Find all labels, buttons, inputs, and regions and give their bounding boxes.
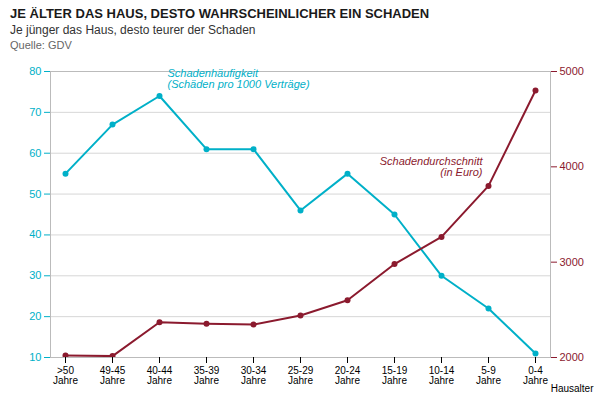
- svg-text:>50Jahre: >50Jahre: [53, 365, 78, 386]
- svg-text:25-29Jahre: 25-29Jahre: [288, 365, 314, 386]
- svg-text:Schadendurchschnitt(in Euro): Schadendurchschnitt(in Euro): [380, 155, 484, 178]
- svg-text:20-24Jahre: 20-24Jahre: [335, 365, 361, 386]
- svg-text:30: 30: [29, 269, 41, 281]
- svg-text:5-9Jahre: 5-9Jahre: [476, 365, 501, 386]
- html-text:Quelle: GDV: Quelle: GDV: [10, 39, 72, 51]
- svg-text:5000: 5000: [560, 65, 584, 77]
- svg-text:10: 10: [29, 351, 41, 363]
- svg-text:50: 50: [29, 188, 41, 200]
- svg-text:3000: 3000: [560, 256, 584, 268]
- svg-text:35-39Jahre: 35-39Jahre: [194, 365, 220, 386]
- svg-text:15-19Jahre: 15-19Jahre: [382, 365, 408, 386]
- svg-text:40-44Jahre: 40-44Jahre: [147, 365, 173, 386]
- svg-text:10-14Jahre: 10-14Jahre: [429, 365, 455, 386]
- svg-text:4000: 4000: [560, 160, 584, 172]
- html-text:Je jünger das Haus, desto teur: Je jünger das Haus, desto teurer der Sch…: [10, 23, 256, 37]
- svg-text:Hausalter: Hausalter: [551, 383, 594, 394]
- svg-text:2000: 2000: [560, 351, 584, 363]
- html-text:JE ÄLTER DAS HAUS, DESTO WAHRS: JE ÄLTER DAS HAUS, DESTO WAHRSCHEINLICHE…: [10, 6, 430, 21]
- svg-text:80: 80: [29, 65, 41, 77]
- svg-text:60: 60: [29, 147, 41, 159]
- svg-text:40: 40: [29, 228, 41, 240]
- svg-text:20: 20: [29, 310, 41, 322]
- svg-text:70: 70: [29, 106, 41, 118]
- svg-text:49-45Jahre: 49-45Jahre: [100, 365, 126, 386]
- svg-text:30-34Jahre: 30-34Jahre: [241, 365, 267, 386]
- svg-text:Schadenhäufigkeit(Schäden pro: Schadenhäufigkeit(Schäden pro 1000 Vertr…: [168, 67, 310, 90]
- svg-text:0-4Jahre: 0-4Jahre: [523, 365, 548, 386]
